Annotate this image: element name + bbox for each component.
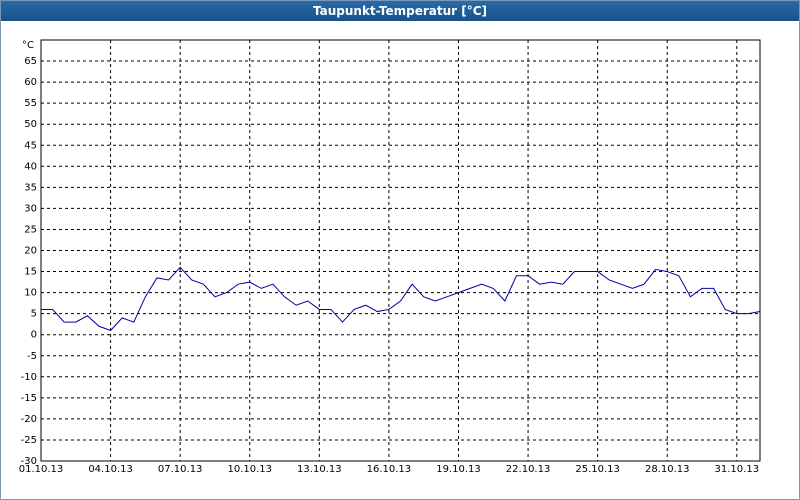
x-tick-label: 25.10.13 bbox=[575, 464, 620, 475]
x-tick-label: 31.10.13 bbox=[715, 464, 760, 475]
y-tick-label: 15 bbox=[24, 267, 37, 278]
y-tick-label: 50 bbox=[24, 119, 37, 130]
y-tick-label: -15 bbox=[21, 393, 37, 404]
x-tick-label: 04.10.13 bbox=[88, 464, 133, 475]
y-unit: °C bbox=[22, 40, 34, 51]
y-tick-label: 40 bbox=[24, 161, 37, 172]
y-tick-label: 30 bbox=[24, 203, 37, 214]
x-tick-label: 28.10.13 bbox=[645, 464, 690, 475]
y-tick-label: -5 bbox=[27, 351, 37, 362]
y-tick-label: 0 bbox=[31, 330, 37, 341]
y-tick-label: -30 bbox=[21, 456, 37, 467]
y-tick-label: 10 bbox=[24, 288, 37, 299]
y-tick-label: 20 bbox=[24, 246, 37, 257]
y-tick-label: 65 bbox=[24, 56, 37, 67]
x-tick-label: 13.10.13 bbox=[297, 464, 342, 475]
y-tick-label: 5 bbox=[31, 309, 37, 320]
x-tick-label: 01.10.13 bbox=[19, 464, 64, 475]
data-line bbox=[41, 266, 761, 332]
y-tick-label: -20 bbox=[21, 414, 37, 425]
y-tick-label: 25 bbox=[24, 224, 37, 235]
y-tick-label: -10 bbox=[21, 372, 37, 383]
y-tick-label: 45 bbox=[24, 140, 37, 151]
x-tick-label: 07.10.13 bbox=[158, 464, 203, 475]
y-tick-label: 55 bbox=[24, 98, 37, 109]
plot-area bbox=[40, 39, 761, 462]
x-tick-label: 10.10.13 bbox=[227, 464, 272, 475]
x-tick-label: 19.10.13 bbox=[436, 464, 481, 475]
y-tick-label: -25 bbox=[21, 435, 37, 446]
x-tick-label: 16.10.13 bbox=[367, 464, 412, 475]
title-bar: Taupunkt-Temperatur [°C] bbox=[1, 1, 799, 21]
y-tick-label: 35 bbox=[24, 182, 37, 193]
y-tick-label: 60 bbox=[24, 77, 37, 88]
x-tick-label: 22.10.13 bbox=[506, 464, 551, 475]
